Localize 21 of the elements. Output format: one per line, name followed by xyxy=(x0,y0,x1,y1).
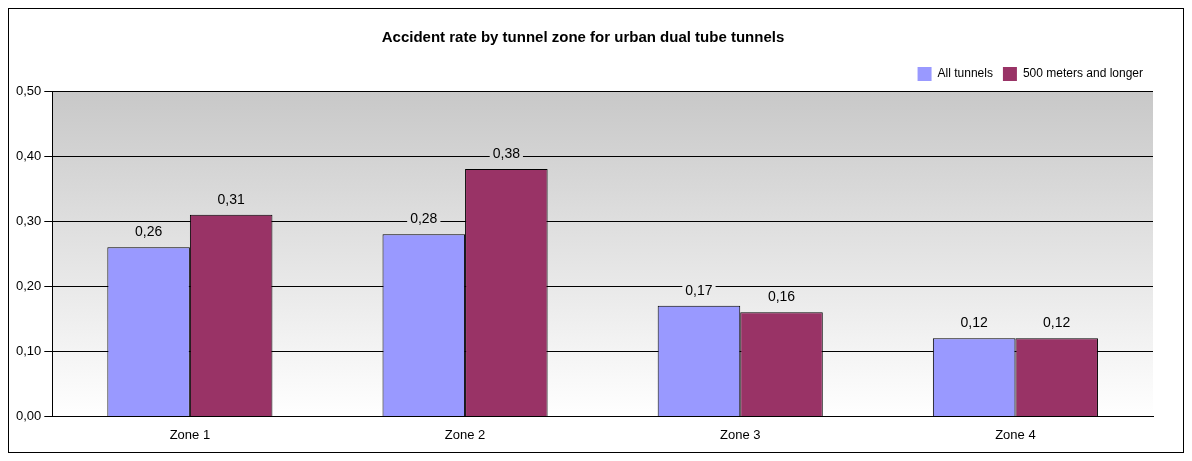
y-tick-label: 0,00 xyxy=(15,407,42,423)
y-tick-label: 0,30 xyxy=(15,212,42,228)
data-label: 0,31 xyxy=(217,190,245,207)
data-label: 0,38 xyxy=(492,144,521,161)
x-tick-label: Zone 4 xyxy=(995,426,1036,442)
x-tick-label: Zone 3 xyxy=(720,426,761,442)
data-label: 0,16 xyxy=(767,288,796,305)
y-tick-label: 0,10 xyxy=(15,342,42,358)
legend-label: 500 meters and longer xyxy=(1022,66,1143,81)
data-label: 0,28 xyxy=(410,210,438,227)
y-tick-label: 0,50 xyxy=(15,82,42,98)
y-tick-label: 0,40 xyxy=(15,147,42,163)
data-label: 0,26 xyxy=(134,223,163,240)
y-tick-label: 0,20 xyxy=(15,277,42,293)
data-label: 0,12 xyxy=(960,314,988,331)
x-tick-label: Zone 2 xyxy=(444,426,486,442)
x-tick-label: Zone 1 xyxy=(169,426,211,442)
chart-title: Accident rate by tunnel zone for urban dual tube tunnels xyxy=(381,28,785,46)
data-label: 0,12 xyxy=(1043,314,1071,331)
legend-label: All tunnels xyxy=(937,66,993,81)
data-label: 0,17 xyxy=(685,281,713,298)
